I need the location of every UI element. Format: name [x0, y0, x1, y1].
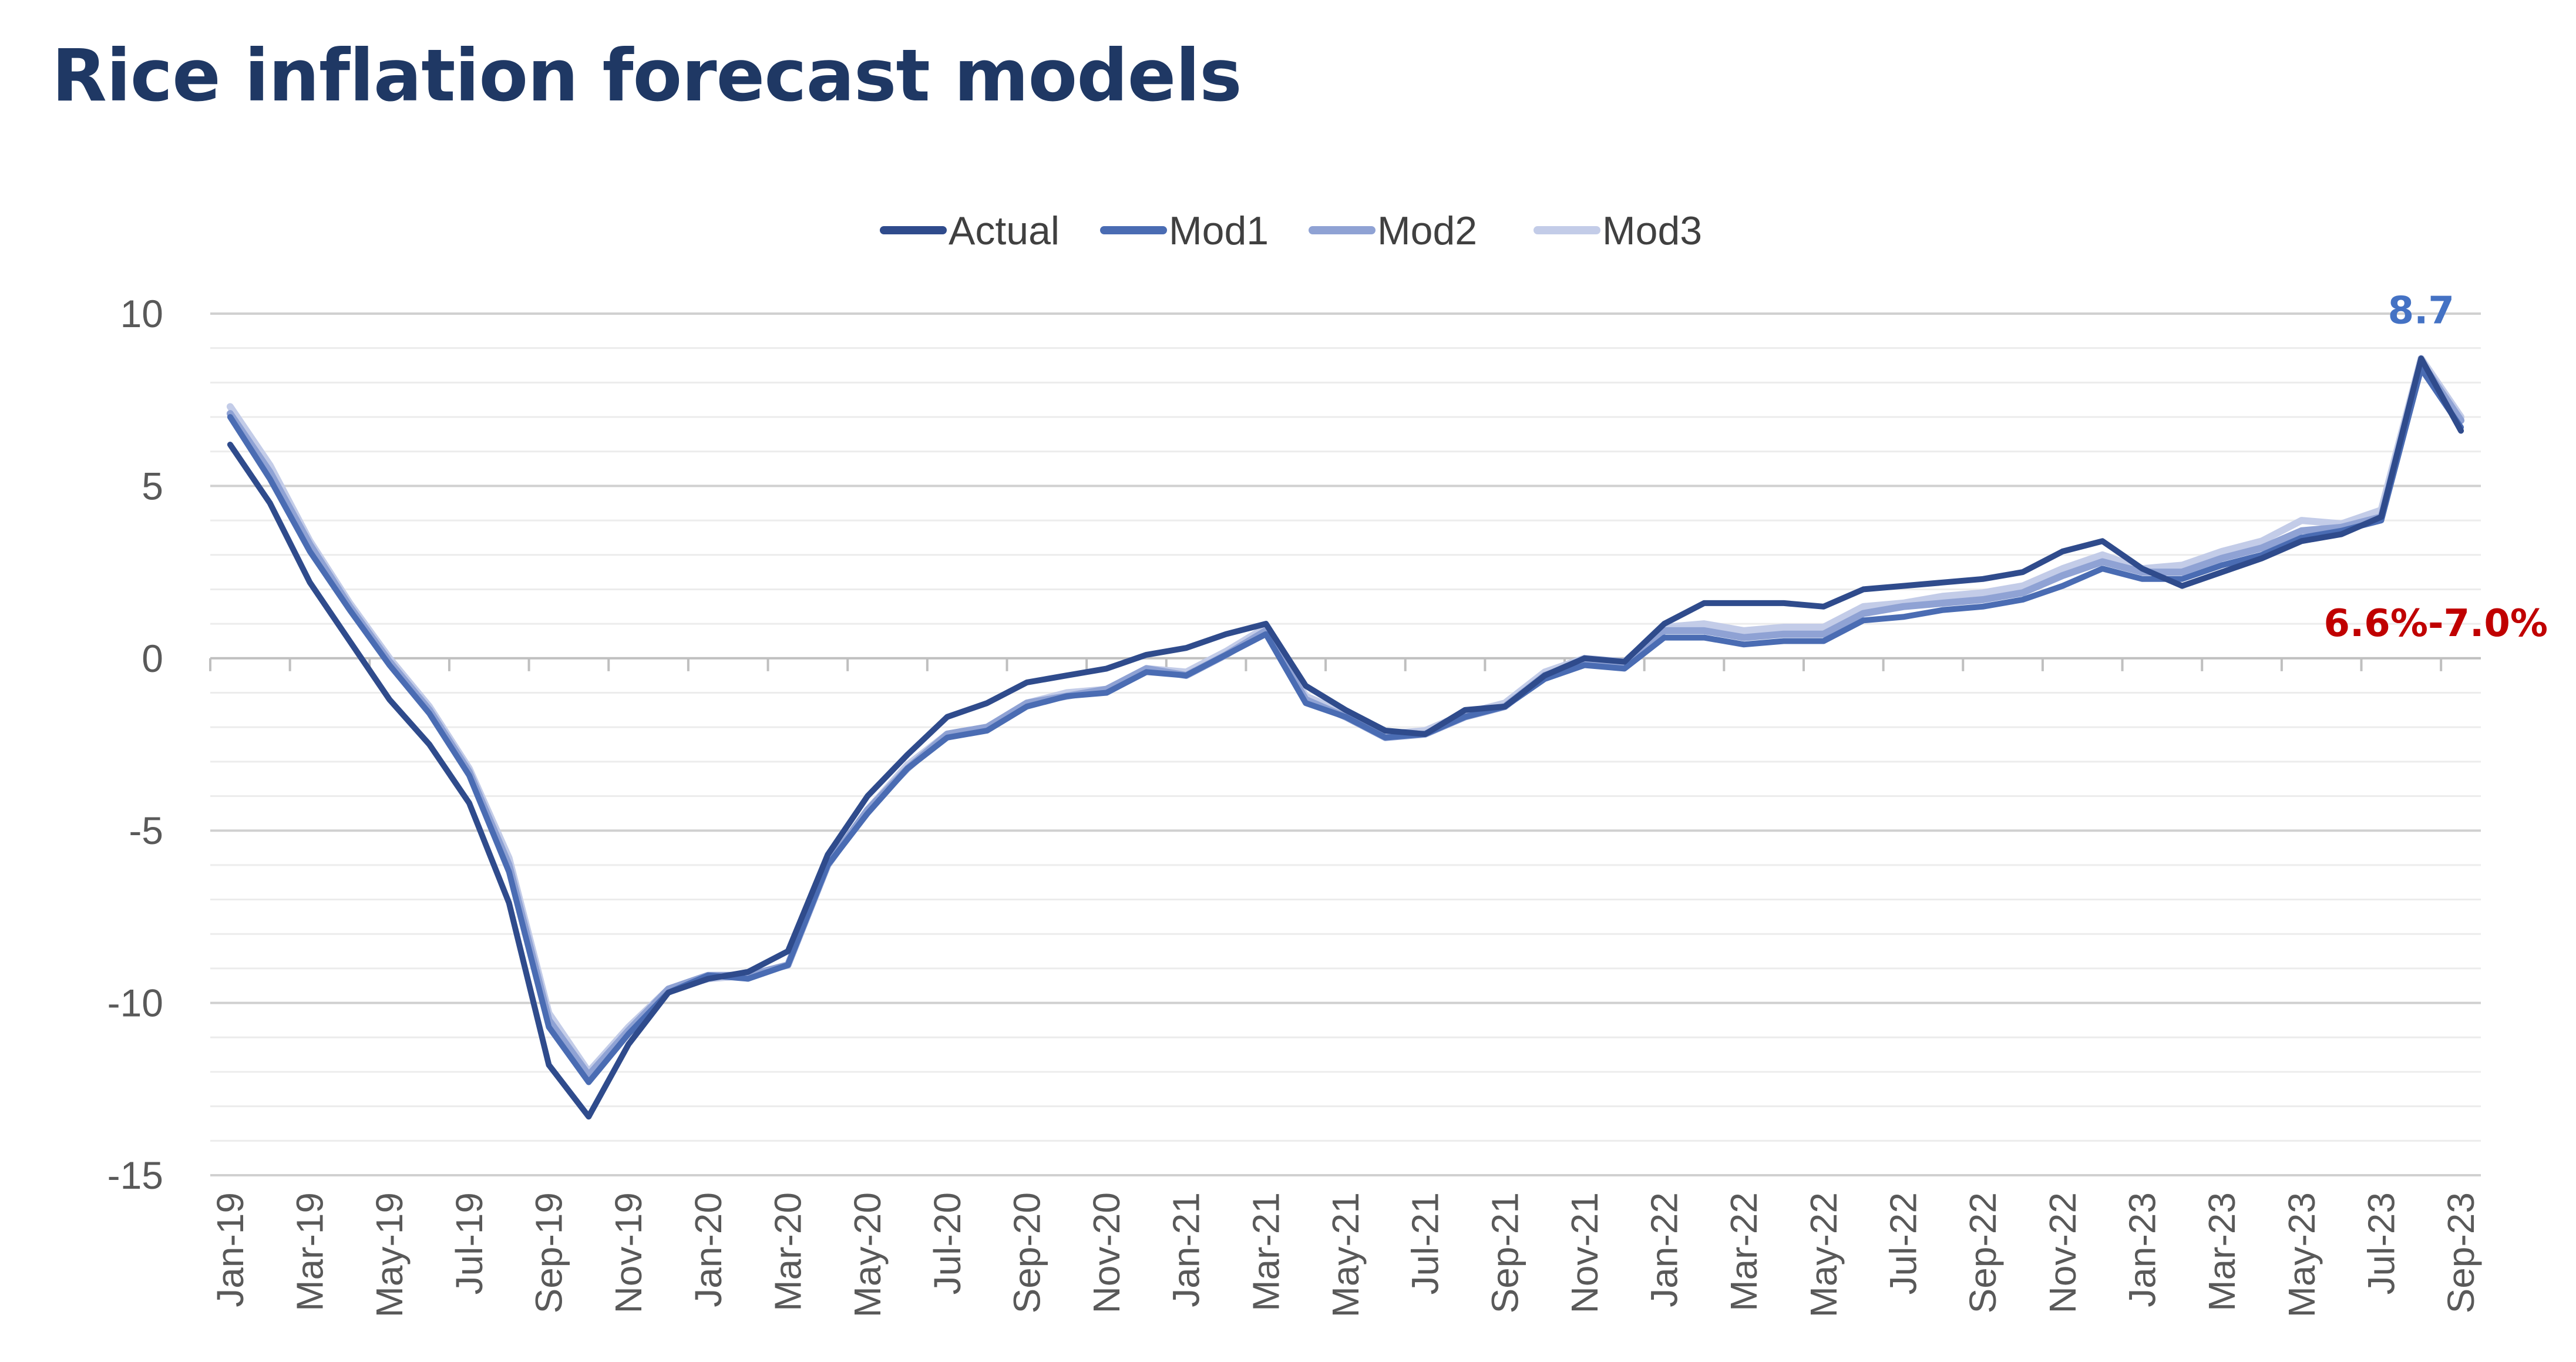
x-tick-label: Sep-19 — [528, 1192, 570, 1313]
y-tick-label: -5 — [129, 809, 163, 852]
x-tick-label: Jul-22 — [1882, 1192, 1925, 1294]
legend-label-actual: Actual — [949, 208, 1060, 253]
y-tick-label: -15 — [107, 1154, 163, 1197]
x-tick-label: Nov-22 — [2042, 1192, 2084, 1313]
x-tick-label: Jan-22 — [1643, 1192, 1686, 1307]
x-tick-label: May-19 — [368, 1192, 411, 1317]
series-line-mod1 — [227, 365, 2464, 1085]
x-tick-label: Jan-23 — [2121, 1192, 2163, 1307]
legend-label-mod2: Mod2 — [1377, 208, 1477, 253]
x-tick-label: May-20 — [846, 1192, 889, 1317]
x-tick-label: Jul-21 — [1404, 1192, 1447, 1294]
x-tick-label: Sep-23 — [2440, 1192, 2482, 1313]
x-tick-label: Jan-20 — [687, 1192, 729, 1307]
x-tick-label: Mar-21 — [1245, 1192, 1287, 1311]
x-tick-label: Nov-20 — [1085, 1192, 1128, 1313]
x-tick-label: May-21 — [1324, 1192, 1367, 1317]
gridlines — [210, 312, 2481, 1176]
x-tick-label: Jul-19 — [448, 1192, 490, 1294]
x-tick-label: Sep-22 — [1962, 1192, 2004, 1313]
x-tick-label: May-23 — [2281, 1192, 2323, 1317]
x-tick-label: Jan-19 — [209, 1192, 251, 1307]
chart-title: Rice inflation forecast models — [52, 34, 1242, 117]
x-tick-label: Mar-20 — [766, 1192, 809, 1311]
annotations: 8.7 6.6%-7.0% — [2323, 289, 2548, 645]
data-label: 6.6%-7.0% — [2323, 602, 2548, 645]
x-tick-label: Nov-21 — [1563, 1192, 1606, 1313]
legend: Actual Mod1 Mod2 Mod3 — [880, 208, 1702, 253]
x-tick-label: Sep-21 — [1484, 1192, 1526, 1313]
x-tick-label: Jul-23 — [2360, 1192, 2402, 1294]
legend-label-mod3: Mod3 — [1602, 208, 1702, 253]
y-tick-label: 0 — [142, 637, 163, 680]
y-tick-label: 5 — [142, 464, 163, 507]
series-line-actual — [227, 355, 2464, 1120]
x-tick-label: Nov-19 — [607, 1192, 650, 1313]
x-tick-label: Mar-22 — [1723, 1192, 1765, 1311]
y-tick-label: 10 — [120, 292, 163, 335]
x-tick-label: May-22 — [1802, 1192, 1845, 1317]
x-tick-label: Jan-21 — [1165, 1192, 1208, 1307]
series-lines — [226, 355, 2465, 1120]
axes: 10 5 0 -5 -10 -15 Jan-19 Mar-19 May-19 Jul-19 Sep-… — [107, 292, 2482, 1317]
x-tick-label: Mar-19 — [289, 1192, 331, 1311]
x-tick-label: Jul-20 — [926, 1192, 968, 1294]
x-tick-label: Mar-23 — [2201, 1192, 2243, 1311]
x-tick-label: Sep-20 — [1005, 1192, 1048, 1313]
legend-label-mod1: Mod1 — [1169, 208, 1269, 253]
y-tick-label: -10 — [107, 981, 163, 1025]
data-label: 8.7 — [2388, 289, 2454, 332]
